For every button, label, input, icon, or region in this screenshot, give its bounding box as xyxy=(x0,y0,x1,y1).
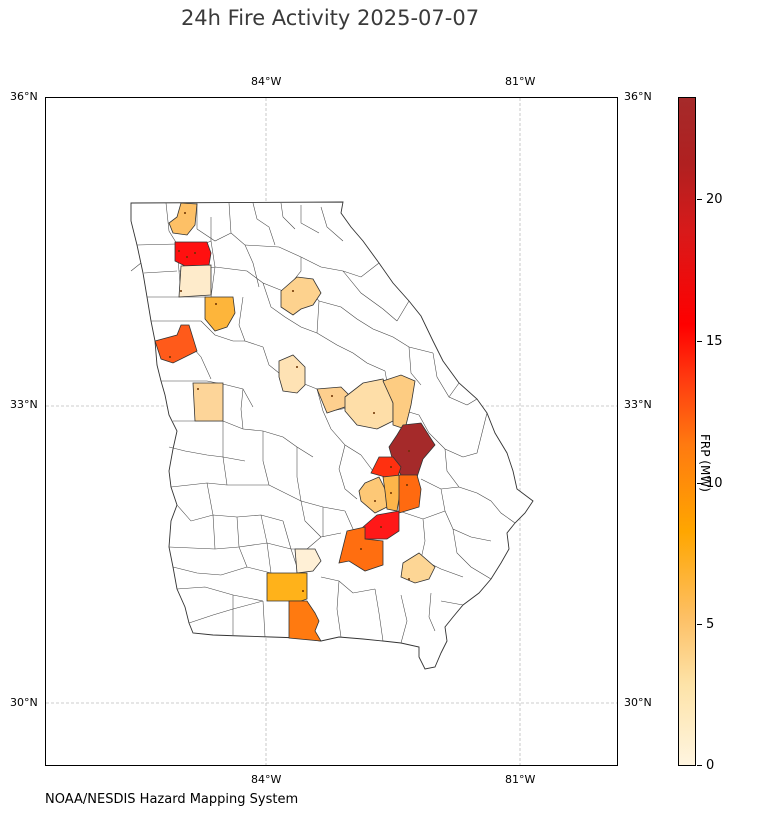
fire-detection-point xyxy=(197,388,199,390)
lat-label-left-33: 33°N xyxy=(10,398,38,411)
map-title: 24h Fire Activity 2025-07-07 xyxy=(180,6,480,30)
colorbar-label-10: 10 xyxy=(706,476,723,491)
lat-label-right-33: 33°N xyxy=(624,398,652,411)
colorbar-label-15: 15 xyxy=(706,334,723,349)
fire-detection-point xyxy=(178,250,180,252)
fire-detection-point xyxy=(302,590,304,592)
map-panel xyxy=(45,97,618,766)
colorbar-tick-20 xyxy=(697,199,702,200)
fire-county-19 xyxy=(294,548,322,574)
lon-label-top-84: 84°W xyxy=(251,75,282,88)
lon-label-top-81: 81°W xyxy=(505,75,536,88)
fire-county-6 xyxy=(280,276,322,316)
fire-detection-point xyxy=(296,366,298,368)
colorbar-tick-0 xyxy=(697,765,702,766)
fire-county-5 xyxy=(154,324,198,364)
fire-county-21 xyxy=(266,572,308,602)
fire-detection-point xyxy=(360,548,362,550)
data-source-caption: NOAA/NESDIS Hazard Mapping System xyxy=(45,792,299,807)
fire-detection-point xyxy=(380,526,382,528)
fire-detection-point xyxy=(408,450,410,452)
lon-label-bottom-81: 81°W xyxy=(505,773,536,786)
colorbar-title: FRP (MW) xyxy=(698,434,712,492)
fire-detection-point xyxy=(408,578,410,580)
fire-detection-point xyxy=(406,484,408,486)
fire-county-1 xyxy=(168,202,198,236)
fire-detection-point xyxy=(374,500,376,502)
fire-detection-point xyxy=(186,256,188,258)
colorbar-tick-15 xyxy=(697,341,702,342)
fire-detection-point xyxy=(180,290,182,292)
fire-county-22 xyxy=(288,600,322,642)
lat-label-left-36: 36°N xyxy=(10,90,38,103)
fire-county-11 xyxy=(382,374,416,430)
fire-county-3 xyxy=(178,264,212,298)
fire-detection-point xyxy=(292,290,294,292)
fire-detection-point xyxy=(215,303,217,305)
fire-county-2 xyxy=(174,241,212,267)
fire-detection-point xyxy=(390,466,392,468)
fire-county-8 xyxy=(192,382,224,422)
colorbar-tick-5 xyxy=(697,624,702,625)
lon-label-bottom-84: 84°W xyxy=(251,773,282,786)
lat-label-left-30: 30°N xyxy=(10,696,38,709)
fire-county-4 xyxy=(204,296,236,332)
fire-detection-point xyxy=(184,212,186,214)
fire-county-16 xyxy=(398,474,422,514)
fire-detection-point xyxy=(194,252,196,254)
colorbar-label-20: 20 xyxy=(706,192,723,207)
fire-detection-point xyxy=(331,395,333,397)
colorbar-label-0: 0 xyxy=(706,758,715,773)
frp-colorbar xyxy=(678,97,696,766)
colorbar-label-5: 5 xyxy=(706,617,715,632)
fire-county-7 xyxy=(278,354,306,394)
fire-detection-point xyxy=(390,492,392,494)
fire-detection-point xyxy=(169,356,171,358)
fire-county-20 xyxy=(400,552,436,584)
georgia-county-map xyxy=(46,98,617,765)
fire-detection-point xyxy=(373,412,375,414)
lat-label-right-30: 30°N xyxy=(624,696,652,709)
lat-label-right-36: 36°N xyxy=(624,90,652,103)
colorbar-tick-10 xyxy=(697,483,702,484)
fire-county-14 xyxy=(358,476,388,514)
